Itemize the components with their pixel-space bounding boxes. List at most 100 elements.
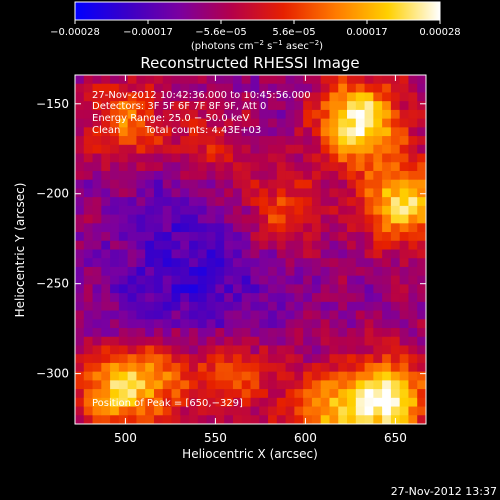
heatmap-cell (224, 92, 234, 102)
y-tick-label: −150 (36, 97, 69, 111)
heatmap-cell (303, 354, 313, 364)
heatmap-cell (373, 223, 383, 233)
heatmap-cell (399, 266, 410, 277)
heatmap-cell (145, 197, 155, 207)
heatmap-cell (268, 127, 278, 137)
heatmap-cell (101, 397, 111, 408)
heatmap-cell (215, 136, 225, 146)
heatmap-cell (355, 75, 366, 85)
heatmap-cell (303, 415, 313, 424)
heatmap-cell (101, 197, 111, 207)
heatmap-cell (399, 83, 410, 94)
heatmap-cell (259, 188, 269, 198)
heatmap-cell (127, 127, 138, 137)
heatmap-cell (294, 109, 304, 120)
heatmap-cell (127, 301, 138, 312)
heatmap-cell (329, 266, 339, 277)
heatmap-cell (338, 345, 348, 355)
heatmap-cell (329, 223, 339, 233)
heatmap-cell (162, 232, 173, 242)
heatmap-cell (224, 293, 234, 303)
heatmap-cell (373, 240, 383, 251)
heatmap-cell (408, 109, 418, 120)
heatmap-cell (241, 371, 252, 381)
heatmap-cell (136, 301, 146, 312)
heatmap-cell (75, 284, 85, 294)
heatmap-cell (364, 336, 374, 347)
heatmap-cell (390, 380, 401, 390)
heatmap-cell (355, 92, 366, 102)
heatmap-cell (364, 136, 374, 146)
colorbar-unit: (photons cm−2 s−1 asec−2) (191, 39, 323, 52)
heatmap-cell (189, 109, 199, 120)
heatmap-cell (75, 118, 85, 128)
heatmap-cell (390, 389, 401, 399)
heatmap-cell (408, 319, 418, 329)
heatmap-cell (338, 205, 348, 216)
heatmap-cell (294, 310, 304, 320)
heatmap-cell (259, 153, 269, 163)
heatmap-cell (311, 92, 322, 102)
heatmap-cell (364, 371, 374, 381)
heatmap-cell (311, 249, 322, 259)
x-axis-label: Heliocentric X (arcsec) (182, 447, 318, 461)
heatmap-cell (145, 406, 155, 416)
heatmap-cell (75, 336, 85, 347)
heatmap-cell (382, 354, 392, 364)
heatmap-cell (118, 310, 129, 320)
heatmap-cell (145, 188, 155, 198)
heatmap-cell (347, 101, 357, 111)
heatmap-cell (101, 310, 111, 320)
heatmap-cell (180, 205, 190, 216)
heatmap-cell (232, 293, 243, 303)
heatmap-cell (83, 415, 94, 424)
heatmap-cell (250, 83, 260, 94)
heatmap-cell (83, 354, 94, 364)
heatmap-cell (417, 258, 426, 268)
heatmap-cell (303, 258, 313, 268)
heatmap-cell (355, 336, 366, 347)
heatmap-cell (224, 109, 234, 120)
heatmap-cell (303, 205, 313, 216)
heatmap-cell (347, 266, 357, 277)
heatmap-cell (110, 284, 120, 294)
heatmap-cell (83, 345, 94, 355)
heatmap-cell (180, 92, 190, 102)
heatmap-cell (189, 153, 199, 163)
heatmap-cell (329, 170, 339, 181)
heatmap-cell (153, 232, 164, 242)
heatmap-cell (382, 397, 392, 408)
heatmap-cell (92, 136, 102, 146)
heatmap-cell (83, 127, 94, 137)
heatmap-cell (250, 223, 260, 233)
heatmap-cell (145, 415, 155, 424)
heatmap-cell (355, 310, 366, 320)
heatmap-cell (127, 170, 138, 181)
heatmap-cell (382, 170, 392, 181)
heatmap-cell (390, 319, 401, 329)
heatmap-cell (250, 380, 260, 390)
heatmap-cell (276, 406, 287, 416)
heatmap-cell (276, 275, 287, 285)
heatmap-cell (145, 310, 155, 320)
heatmap-cell (101, 345, 111, 355)
heatmap-cell (382, 223, 392, 233)
heatmap-cell (162, 310, 173, 320)
heatmap-cell (259, 293, 269, 303)
heatmap-cell (215, 284, 225, 294)
heatmap-cell (390, 144, 401, 155)
heatmap-cell (110, 362, 120, 373)
heatmap-cell (250, 75, 260, 85)
heatmap-cell (127, 293, 138, 303)
heatmap-cell (189, 144, 199, 155)
heatmap-cell (268, 162, 278, 172)
heatmap-cell (180, 362, 190, 373)
heatmap-cell (83, 170, 94, 181)
heatmap-cell (364, 249, 374, 259)
heatmap-cell (347, 75, 357, 85)
heatmap-cell (294, 92, 304, 102)
heatmap-cell (232, 336, 243, 347)
heatmap-cell (276, 301, 287, 312)
heatmap-cell (145, 301, 155, 312)
